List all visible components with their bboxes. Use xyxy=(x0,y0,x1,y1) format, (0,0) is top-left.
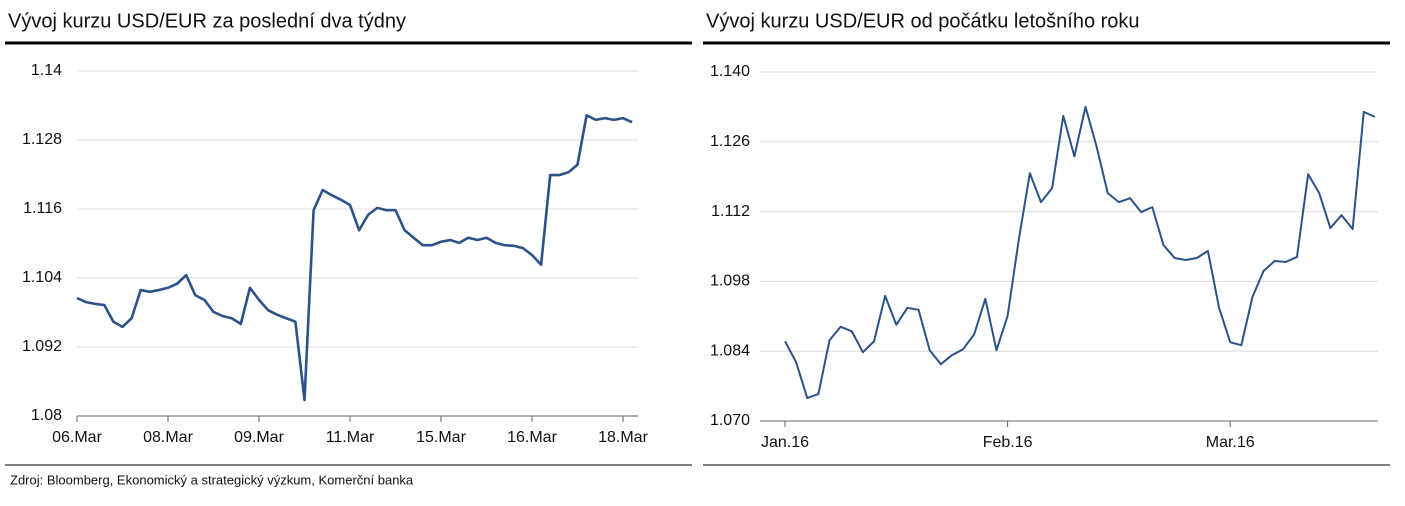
y-tick-label: 1.128 xyxy=(22,131,62,148)
x-tick-label: 15.Mar xyxy=(416,429,466,446)
y-tick-label: 1.098 xyxy=(710,273,750,290)
y-tick-label: 1.112 xyxy=(711,203,750,220)
x-tick-label: 08.Mar xyxy=(143,429,193,446)
y-tick-label: 1.104 xyxy=(22,269,62,286)
x-tick-label: 06.Mar xyxy=(52,429,102,446)
y-tick-label: 1.08 xyxy=(31,407,62,424)
x-tick-label: 09.Mar xyxy=(234,429,284,446)
chart-title: Vývoj kurzu USD/EUR od počátku letošního… xyxy=(706,10,1140,32)
chart-title: Vývoj kurzu USD/EUR za poslední dva týdn… xyxy=(8,10,406,32)
y-tick-label: 1.14 xyxy=(31,62,62,79)
y-tick-label: 1.070 xyxy=(710,412,750,429)
y-tick-label: 1.084 xyxy=(710,342,750,359)
x-tick-label: 11.Mar xyxy=(326,429,375,446)
y-tick-label: 1.092 xyxy=(22,338,62,355)
source-note: Zdroj: Bloomberg, Ekonomický a strategic… xyxy=(10,472,414,487)
x-tick-label: Mar.16 xyxy=(1206,434,1255,451)
x-tick-label: 16.Mar xyxy=(507,429,557,446)
series-line xyxy=(76,113,633,402)
y-tick-label: 1.140 xyxy=(710,63,750,80)
y-tick-label: 1.126 xyxy=(710,133,750,150)
x-tick-label: Jan.16 xyxy=(761,434,809,451)
series-line xyxy=(784,105,1376,400)
y-tick-label: 1.116 xyxy=(23,200,62,217)
x-tick-label: Feb.16 xyxy=(983,434,1033,451)
x-tick-label: 18.Mar xyxy=(598,429,648,446)
